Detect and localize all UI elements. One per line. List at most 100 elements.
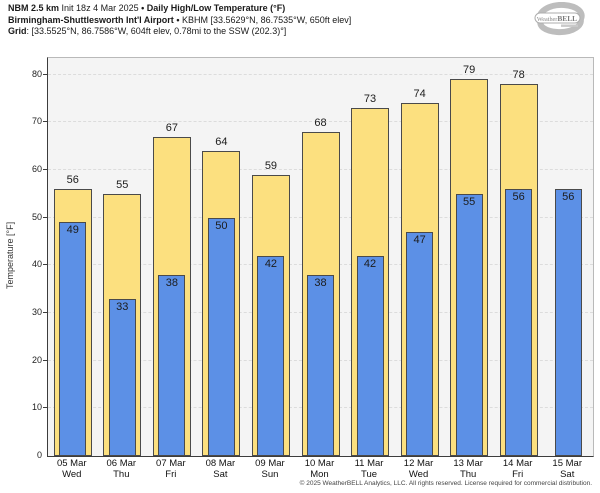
low-value-label-4: 42 [264, 257, 278, 270]
x-label-6: 11 Mar Tue [344, 458, 394, 480]
weatherbell-logo: WeatherBELL [528, 1, 592, 36]
x-label-date-10: 15 Mar [552, 458, 582, 469]
x-label-day-10: Sat [560, 469, 575, 480]
y-tick-label-70: 70 [31, 116, 42, 127]
y-tick-label-80: 80 [31, 68, 42, 79]
x-label-date-4: 09 Mar [255, 458, 285, 469]
high-value-label-4: 59 [264, 159, 278, 172]
y-tickmark-70 [43, 121, 47, 123]
low-value-label-1: 33 [116, 300, 129, 313]
low-value-label-10: 56 [562, 191, 575, 204]
low-bar-6 [356, 255, 384, 456]
low-value-label-8: 55 [463, 195, 476, 208]
high-value-label-5: 68 [314, 116, 327, 129]
x-label-8: 13 Mar Thu [443, 458, 493, 480]
x-label-date-7: 12 Mar [403, 458, 434, 469]
x-label-day-6: Tue [361, 469, 378, 480]
x-label-10: 15 Mar Sat [542, 458, 592, 480]
grid-details: : [33.5525°N, 86.7586°W, 604ft elev, 0.7… [26, 26, 287, 36]
low-bar-2 [158, 274, 186, 456]
high-value-label-7: 74 [413, 88, 426, 101]
high-value-label-0: 56 [66, 174, 79, 187]
y-tickmark-50 [43, 216, 47, 218]
low-value-label-6: 42 [363, 257, 377, 270]
low-value-label-5: 38 [314, 276, 327, 289]
x-label-date-5: 10 Mar [304, 458, 335, 469]
y-tickmark-10 [43, 407, 47, 409]
high-value-label-8: 79 [463, 64, 476, 77]
high-value-label-6: 73 [363, 93, 377, 106]
x-label-day-1: Thu [113, 469, 130, 480]
x-label-day-4: Sun [261, 469, 279, 480]
high-value-label-3: 64 [215, 135, 228, 148]
x-label-day-8: Thu [459, 469, 477, 480]
x-label-day-0: Wed [62, 469, 82, 480]
high-value-label-2: 67 [165, 121, 178, 134]
y-tickmark-60 [43, 169, 47, 171]
x-axis: 05 Mar Wed 06 Mar Thu 07 Mar Fri 08 Mar Sat 09 M… [47, 458, 592, 482]
x-label-5: 10 Mar Mon [295, 458, 345, 480]
low-value-label-3: 50 [215, 219, 228, 232]
x-label-1: 06 Mar Thu [97, 458, 147, 480]
y-axis: 0 10 20 30 40 50 60 70 80 [0, 57, 42, 460]
grid-label: Grid [8, 26, 27, 36]
gridline-70 [48, 121, 593, 123]
y-tickmark-80 [43, 73, 47, 75]
x-label-date-9: 14 Mar [502, 458, 533, 469]
logo-brand-text: WeatherBELL [537, 14, 577, 23]
low-bar-7 [406, 231, 434, 456]
gridline-80 [48, 73, 593, 75]
header-line-3: Grid: [33.5525°N, 86.7586°W, 604ft elev,… [8, 26, 351, 38]
x-label-2: 07 Mar Fri [146, 458, 196, 480]
y-tick-label-10: 10 [31, 402, 42, 413]
separator-dot: • [176, 14, 180, 25]
y-tick-label-50: 50 [31, 211, 42, 222]
header-line-1: NBM 2.5 km Init 18z 4 Mar 2025 • Daily H… [8, 3, 351, 15]
logo-tagline-strip [561, 24, 578, 27]
x-label-date-6: 11 Mar [354, 458, 384, 469]
y-tick-label-40: 40 [31, 259, 42, 270]
x-label-date-2: 07 Mar [156, 458, 186, 469]
x-label-9: 14 Mar Fri [493, 458, 543, 480]
low-bar-4 [257, 255, 285, 456]
chart-header: NBM 2.5 km Init 18z 4 Mar 2025 • Daily H… [8, 3, 351, 38]
y-tick-label-20: 20 [31, 354, 42, 365]
copyright-notice: © 2025 WeatherBELL Analytics, LLC. All r… [299, 480, 592, 487]
x-label-7: 12 Mar Wed [394, 458, 444, 480]
x-label-date-1: 06 Mar [106, 458, 137, 469]
low-value-label-0: 49 [66, 224, 79, 237]
high-value-label-9: 78 [512, 69, 525, 82]
x-label-3: 08 Mar Sat [196, 458, 246, 480]
x-label-date-8: 13 Mar [453, 458, 483, 469]
low-bar-1 [108, 298, 136, 456]
weatherbell-swirl-icon: WeatherBELL [534, 1, 585, 36]
y-tick-label-30: 30 [31, 307, 42, 317]
x-label-day-9: Fri [512, 469, 524, 480]
model-name: NBM 2.5 km [8, 3, 60, 13]
x-label-4: 09 Mar Sun [245, 458, 295, 480]
y-tickmark-20 [43, 359, 47, 361]
x-label-date-0: 05 Mar [56, 458, 87, 469]
y-tickmark-40 [43, 264, 47, 266]
header-line-2: Birmingham-Shuttlesworth Int'l Airport •… [8, 15, 351, 27]
x-label-date-3: 08 Mar [205, 458, 236, 469]
x-label-day-3: Sat [213, 469, 228, 480]
plot-area: 56 49 55 33 67 38 64 50 59 42 68 38 73 42 74 47 79 55 78 56… [43, 57, 594, 457]
init-time: Init 18z 4 Mar 2025 [61, 3, 139, 13]
high-value-label-1: 55 [116, 178, 129, 191]
low-bar-0 [59, 222, 87, 456]
low-bar-9 [505, 189, 533, 456]
y-tick-label-60: 60 [31, 164, 42, 174]
x-label-day-5: Mon [310, 469, 329, 480]
low-bar-5 [307, 274, 334, 456]
low-value-label-2: 38 [165, 276, 178, 289]
x-label-day-2: Fri [165, 469, 177, 480]
separator-dot: • [141, 3, 145, 13]
x-label-day-7: Wed [408, 469, 429, 480]
station-details: KBHM [33.5629°N, 86.7535°W, 650ft elev] [182, 14, 352, 25]
product-title: Daily High/Low Temperature (°F) [146, 3, 286, 13]
y-tick-label-0: 0 [36, 450, 42, 460]
low-bar-8 [455, 193, 483, 456]
low-bar-3 [207, 217, 235, 456]
y-tickmark-30 [43, 312, 47, 314]
